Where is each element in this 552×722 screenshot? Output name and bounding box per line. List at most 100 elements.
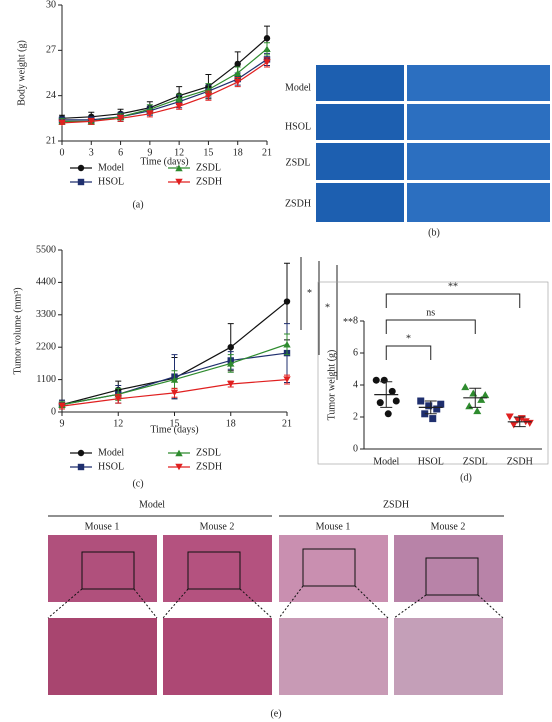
marker [433, 405, 441, 413]
x-tick-label: 18 [226, 418, 236, 429]
marker [477, 395, 486, 403]
sd-bar [513, 416, 526, 428]
marker [388, 387, 396, 395]
row-label: ZSDH [285, 198, 311, 209]
panel-label: (e) [270, 708, 281, 719]
x-tick-label: 15 [203, 147, 213, 158]
marker [175, 103, 183, 110]
marker [175, 164, 183, 172]
x-tick-label: 15 [170, 418, 180, 429]
legend-label: HSOL [98, 176, 124, 187]
legend-label: Model [98, 162, 124, 173]
x-tick-label: 6 [118, 147, 123, 158]
marker [77, 178, 85, 186]
marker [77, 449, 85, 457]
marker [116, 115, 125, 122]
x-tick-label: 9 [147, 147, 152, 158]
legend-label: ZSDH [196, 461, 222, 472]
marker [283, 376, 291, 383]
mouse-label: Mouse 1 [85, 521, 120, 532]
marker [263, 59, 271, 66]
y-axis-label: Tumor volume (mm³) [12, 287, 23, 374]
x-tick-label: 12 [113, 418, 123, 429]
comparison-bracket [385, 319, 476, 334]
x-tick-label: 0 [60, 147, 65, 158]
row-label: ZSDL [286, 157, 311, 168]
comparison-label: * [406, 333, 411, 344]
marker [204, 92, 213, 99]
y-tick-label: 2200 [36, 341, 56, 352]
y-tick-label: 0 [353, 443, 358, 454]
x-tick-label: 21 [282, 418, 292, 429]
marker [461, 383, 470, 391]
marker [283, 298, 291, 305]
x-tick-label: 18 [233, 147, 243, 158]
marker [263, 35, 271, 42]
row-label: HSOL [285, 121, 311, 132]
marker [58, 119, 66, 127]
marker [234, 78, 242, 86]
sd-bar [469, 387, 482, 408]
legend-label: ZSDL [196, 162, 221, 173]
marker [146, 110, 154, 117]
panel-label: (d) [460, 472, 472, 483]
marker [509, 421, 518, 429]
marker [175, 449, 183, 457]
group-label: ZSDH [383, 499, 409, 510]
marker [417, 397, 425, 405]
marker [425, 402, 433, 410]
panel-label: (b) [428, 227, 440, 238]
y-tick-label: 4 [353, 379, 358, 390]
marker [481, 391, 490, 399]
marker [227, 380, 235, 388]
significance-label: ** [343, 317, 353, 328]
y-axis-label: Tumor weight (g) [326, 350, 337, 421]
marker [170, 389, 179, 397]
y-axis-label: Body weight (g) [16, 40, 27, 106]
y-tick-label: 2 [353, 411, 358, 422]
marker [227, 360, 235, 367]
x-tick-label: HSOL [418, 456, 444, 467]
x-tick-label: ZSDL [463, 456, 488, 467]
x-tick-label: 12 [174, 147, 184, 158]
marker [392, 397, 400, 405]
significance-label: * [307, 288, 312, 299]
comparison-bracket [385, 345, 432, 360]
marker [437, 400, 445, 408]
panel-label: (a) [132, 199, 143, 210]
y-tick-label: 6 [353, 347, 358, 358]
sd-bar [380, 381, 393, 408]
marker [429, 415, 437, 423]
y-tick-label: 27 [46, 45, 56, 56]
mouse-label: Mouse 1 [316, 521, 351, 532]
marker [283, 341, 291, 348]
marker [58, 402, 66, 410]
marker [263, 45, 271, 53]
marker [469, 389, 478, 397]
mouse-label: Mouse 2 [200, 521, 235, 532]
mouse-label: Mouse 2 [431, 521, 466, 532]
legend-label: HSOL [98, 461, 124, 472]
marker [465, 402, 474, 410]
marker [505, 413, 514, 421]
comparison-bracket [385, 293, 521, 308]
series-line [62, 58, 268, 121]
x-tick-label: 9 [60, 418, 65, 429]
marker [473, 407, 482, 415]
plot-frame [317, 281, 549, 465]
marker [384, 410, 392, 418]
x-tick-label: Model [373, 456, 399, 467]
y-tick-label: 21 [46, 135, 56, 146]
group-label: Model [139, 499, 165, 510]
x-axis-label: Time (days) [140, 156, 188, 167]
legend-label: ZSDL [196, 447, 221, 458]
marker [87, 118, 95, 125]
y-tick-label: 1100 [36, 374, 56, 385]
series-line [61, 61, 268, 124]
significance-label: * [325, 302, 330, 313]
series-line [61, 37, 268, 119]
marker [175, 463, 183, 471]
legend-label: ZSDH [196, 176, 222, 187]
marker [175, 178, 183, 186]
